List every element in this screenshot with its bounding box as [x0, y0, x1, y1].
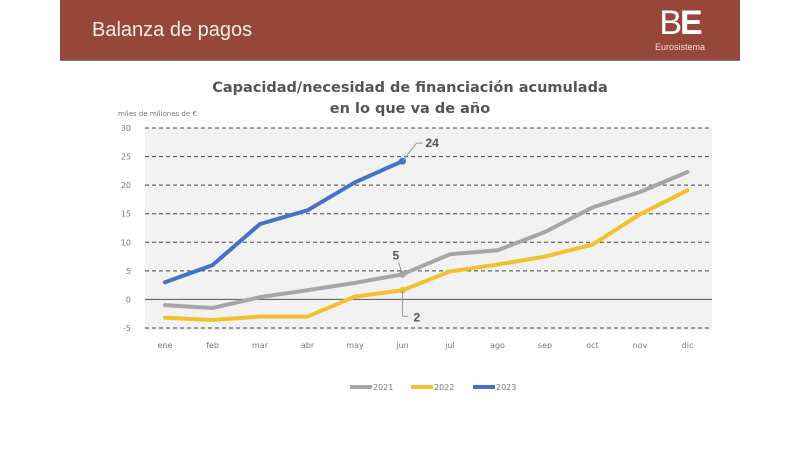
data-label-2021: 5	[393, 248, 400, 262]
data-label-2023: 24	[426, 136, 440, 150]
y-axis-ticks: -5 0 5 10 15 20 25 30	[121, 124, 131, 333]
x-tick-label: jul	[444, 341, 455, 350]
series-line-2023	[163, 159, 405, 285]
x-tick-label: may	[346, 341, 364, 350]
logo-mark: BE	[650, 6, 710, 40]
series-lines	[163, 159, 690, 322]
y-tick-label: 15	[121, 210, 131, 219]
x-tick-label: feb	[206, 341, 219, 350]
leader-line	[398, 262, 403, 275]
legend-label-2022: 2022	[434, 383, 454, 392]
annotations: 24 5 2	[393, 136, 440, 324]
leader-line	[402, 142, 417, 162]
chart-title-line2: en lo que va de año	[330, 101, 490, 117]
logo-subtitle: Eurosistema	[654, 42, 706, 52]
x-tick-label: nov	[633, 341, 648, 350]
series-line-2022	[163, 188, 690, 322]
y-axis-unit-label: miles de millones de €	[118, 110, 197, 118]
y-tick-label: 30	[121, 124, 131, 133]
legend-label-2021: 2021	[373, 383, 393, 392]
x-tick-label: oct	[586, 341, 598, 350]
x-tick-label: abr	[301, 341, 315, 350]
logo-e: E	[680, 4, 703, 42]
x-tick-label: sep	[538, 341, 552, 350]
y-tick-label: 25	[121, 153, 131, 162]
series-line-2021	[163, 170, 690, 310]
y-tick-label: 20	[121, 181, 131, 190]
x-tick-label: jun	[395, 341, 408, 350]
page-title: Balanza de pagos	[92, 19, 253, 41]
x-tick-label: ago	[490, 341, 505, 350]
data-label-2022: 2	[414, 310, 421, 324]
legend-label-2023: 2023	[496, 383, 516, 392]
x-tick-label: dic	[682, 341, 694, 350]
x-tick-label: mar	[252, 341, 269, 350]
x-tick-label: ene	[158, 341, 173, 350]
x-axis-ticks: ene feb mar abr may jun jul ago sep oct nov dic	[158, 341, 694, 350]
legend: 2021 2022 2023	[350, 383, 516, 392]
header-bar: Balanza de pagos BE Eurosistema	[60, 0, 740, 61]
y-tick-label: -5	[123, 324, 131, 333]
logo-b: B	[659, 4, 682, 42]
y-tick-label: 0	[126, 295, 131, 304]
banco-espana-logo: BE Eurosistema	[650, 6, 710, 52]
y-tick-label: 5	[126, 267, 131, 276]
chart-title-line1: Capacidad/necesidad de financiación acum…	[212, 80, 608, 96]
y-tick-label: 10	[121, 238, 131, 247]
